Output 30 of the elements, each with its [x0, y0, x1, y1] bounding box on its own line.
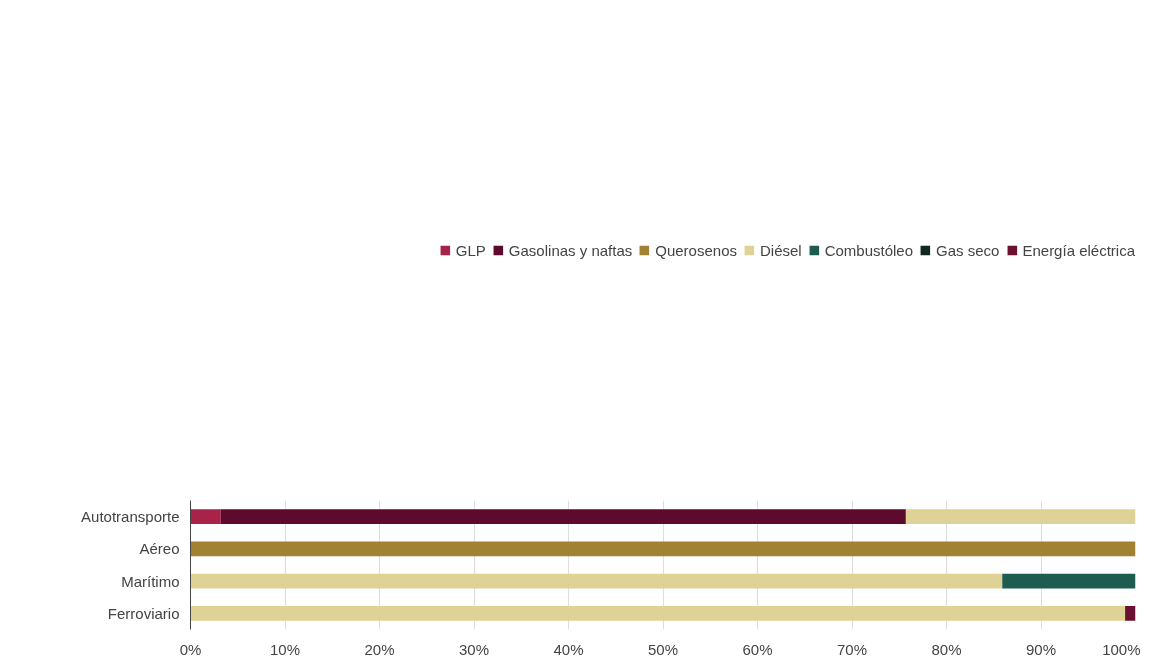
x-tick-label: 100%	[1102, 640, 1141, 658]
x-tick-label: 0%	[179, 640, 202, 658]
bar	[1002, 573, 1136, 589]
bar	[190, 509, 221, 524]
bar	[190, 606, 1126, 621]
bar	[905, 509, 1136, 524]
y-tick-label: Aéreo	[139, 540, 180, 558]
x-tick-label: 30%	[458, 640, 490, 658]
x-tick-label: 40%	[553, 640, 584, 658]
legend-label: Querosenos	[655, 241, 737, 259]
x-tick-label: 60%	[742, 640, 773, 658]
legend-label: GLP	[455, 241, 486, 259]
legend-label: Gasolinas y naftas	[508, 241, 633, 259]
x-tick-label: 50%	[647, 640, 679, 658]
x-tick-label: 20%	[364, 640, 395, 658]
x-tick-label: 80%	[931, 640, 962, 658]
bar	[190, 541, 1136, 557]
y-tick-label: Marítimo	[121, 572, 180, 590]
legend-label: Energía eléctrica	[1022, 241, 1135, 259]
legend-label: Gas seco	[936, 241, 1000, 259]
x-tick-label: 10%	[269, 640, 301, 658]
y-tick-label: Ferroviario	[107, 604, 180, 622]
y-tick-label: Autotransporte	[81, 508, 180, 526]
bar	[190, 573, 1003, 589]
legend-label: Combustóleo	[824, 241, 914, 259]
x-tick-label: 90%	[1025, 640, 1057, 658]
bar	[220, 509, 906, 524]
bar	[1125, 606, 1136, 621]
legend-label: Diésel	[759, 241, 802, 259]
x-tick-label: 70%	[836, 640, 868, 658]
